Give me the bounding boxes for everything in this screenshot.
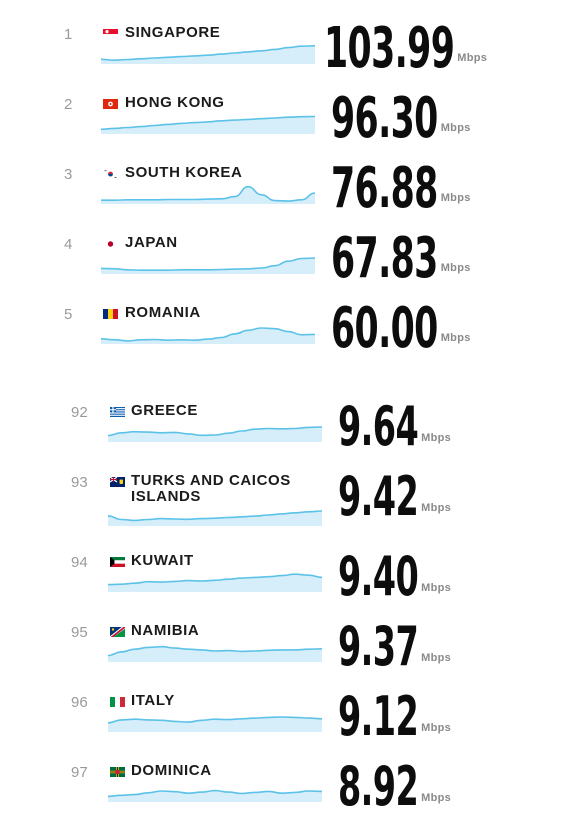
greece-flag-icon <box>110 407 125 417</box>
rank-number: 4 <box>64 236 73 253</box>
rank-number: 96 <box>71 694 88 711</box>
speed-trend-sparkline <box>100 257 316 274</box>
sparkline-line <box>107 716 323 724</box>
japan-flag-icon <box>103 239 118 249</box>
speed-trend-sparkline <box>107 789 323 802</box>
speed-trend-sparkline <box>107 716 323 732</box>
speed-value: 76.88 <box>331 156 438 221</box>
sparkline-line <box>107 426 323 437</box>
speed-unit: Mbps <box>440 122 471 134</box>
country-row: 93 TURKS AND CAICOS ISLANDS 9.42 Mbps <box>0 470 585 532</box>
speed-unit: Mbps <box>421 652 452 664</box>
sparkline-line <box>100 115 316 131</box>
speed-value: 9.40 <box>338 545 419 608</box>
turks-and-caicos-flag-icon <box>110 477 125 487</box>
hong-kong-flag-icon <box>103 99 118 109</box>
sparkline-area <box>108 427 322 442</box>
speed-value: 60.00 <box>331 296 438 361</box>
speed-trend-sparkline <box>107 510 323 526</box>
speed-value: 103.99 <box>324 16 455 81</box>
sparkline-line <box>100 327 316 342</box>
speed-unit: Mbps <box>421 432 452 444</box>
speed-value: 9.64 <box>338 395 419 458</box>
rank-number: 93 <box>71 474 88 491</box>
speed-unit: Mbps <box>421 792 452 804</box>
sparkline-area <box>101 116 315 134</box>
country-row: 95 NAMIBIA 9.37 Mbps <box>0 620 585 682</box>
sparkline-line <box>100 257 316 271</box>
italy-flag-icon <box>110 697 125 707</box>
sparkline-area <box>108 574 322 592</box>
rank-number: 94 <box>71 554 88 571</box>
country-row: 5 ROMANIA 60.00 Mbps <box>0 296 585 364</box>
sparkline-area <box>101 45 315 64</box>
country-name: ROMANIA <box>125 304 201 321</box>
sparkline-line <box>107 645 323 657</box>
country-row: 3 SOUTH KOREA 76.88 Mbps <box>0 156 585 224</box>
speed-value: 9.37 <box>338 615 419 678</box>
speed-trend-sparkline <box>107 573 323 592</box>
rank-number: 3 <box>64 166 73 183</box>
country-row: 94 KUWAIT 9.40 Mbps <box>0 550 585 612</box>
rank-number: 97 <box>71 764 88 781</box>
sparkline-line <box>100 185 316 202</box>
kuwait-flag-icon <box>110 557 125 567</box>
namibia-flag-icon <box>110 627 125 637</box>
speed-trend-sparkline <box>100 45 316 64</box>
country-name: DOMINICA <box>131 762 212 779</box>
country-name: KUWAIT <box>131 552 194 569</box>
country-row: 96 ITALY 9.12 Mbps <box>0 690 585 752</box>
rank-number: 95 <box>71 624 88 641</box>
speed-value: 9.42 <box>338 465 419 528</box>
sparkline-area <box>108 790 322 802</box>
speed-unit: Mbps <box>440 262 471 274</box>
speed-trend-sparkline <box>107 645 323 662</box>
rank-number: 5 <box>64 306 73 323</box>
speed-unit: Mbps <box>421 582 452 594</box>
country-row: 97 DOMINICA 8.92 Mbps <box>0 760 585 822</box>
speed-value: 96.30 <box>331 86 438 151</box>
rank-number: 92 <box>71 404 88 421</box>
speed-value: 67.83 <box>331 226 438 291</box>
singapore-flag-icon <box>103 29 118 39</box>
country-name: SOUTH KOREA <box>125 164 243 181</box>
country-row: 92 GREECE 9.64 Mbps <box>0 400 585 462</box>
rank-number: 1 <box>64 26 73 43</box>
speed-trend-sparkline <box>107 426 323 442</box>
sparkline-line <box>107 510 323 522</box>
sparkline-area <box>101 258 315 274</box>
speed-value: 9.12 <box>338 685 419 748</box>
rank-number: 2 <box>64 96 73 113</box>
sparkline-area <box>101 186 315 204</box>
speed-unit: Mbps <box>440 332 471 344</box>
country-name: GREECE <box>131 402 198 419</box>
country-name: JAPAN <box>125 234 178 251</box>
dominica-flag-icon <box>110 767 125 777</box>
country-name: NAMIBIA <box>131 622 200 639</box>
country-row: 2 HONG KONG 96.30 Mbps <box>0 86 585 154</box>
sparkline-line <box>107 789 323 798</box>
country-name: SINGAPORE <box>125 24 221 41</box>
country-name: ITALY <box>131 692 175 709</box>
speed-unit: Mbps <box>421 722 452 734</box>
speed-unit: Mbps <box>440 192 471 204</box>
sparkline-line <box>107 573 323 586</box>
country-row: 4 JAPAN 67.83 Mbps <box>0 226 585 294</box>
country-name: TURKS AND CAICOS ISLANDS <box>131 472 291 505</box>
country-row: 1 SINGAPORE 103.99 Mbps <box>0 16 585 84</box>
speed-trend-sparkline <box>100 185 316 204</box>
speed-trend-sparkline <box>100 327 316 344</box>
south-korea-flag-icon <box>103 169 118 179</box>
speed-value: 8.92 <box>338 755 419 818</box>
speed-unit: Mbps <box>421 502 452 514</box>
country-name: HONG KONG <box>125 94 225 111</box>
romania-flag-icon <box>103 309 118 319</box>
speed-unit: Mbps <box>457 52 488 64</box>
sparkline-line <box>100 45 316 62</box>
speed-trend-sparkline <box>100 115 316 134</box>
